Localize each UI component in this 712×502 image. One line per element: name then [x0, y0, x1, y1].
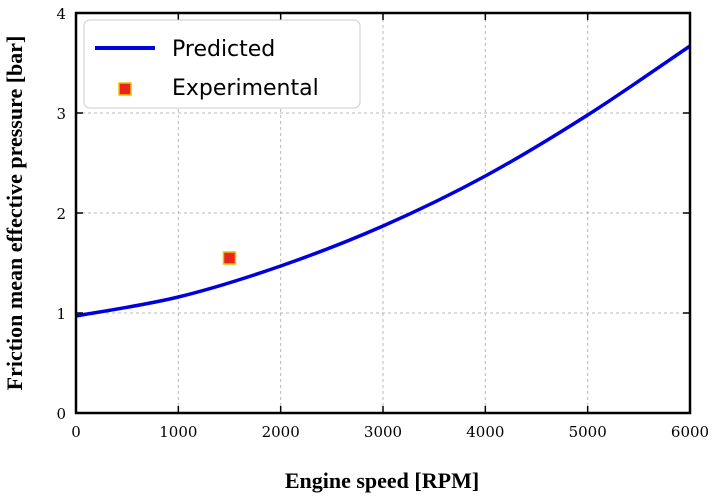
x-tick-label: 4000: [466, 423, 504, 441]
legend-box: [83, 19, 361, 109]
data-point-experimental: [222, 251, 237, 265]
axis-ticks: 0 1000 2000 3000 4000 5000 6000 0 1 2 3 4: [56, 5, 709, 441]
legend-predicted-label: Predicted: [172, 37, 275, 62]
x-tick-label: 3000: [364, 423, 402, 441]
y-tick-label: 4: [56, 5, 66, 23]
legend-experimental-label: Experimental: [172, 76, 319, 101]
series-layer: [75, 44, 691, 318]
y-tick-label: 2: [56, 205, 66, 223]
series-predicted-line: [75, 44, 691, 318]
y-tick-label: 1: [56, 305, 66, 323]
y-axis-title: Friction mean effective pressure [bar]: [2, 36, 27, 391]
legend-experimental-swatch: [118, 82, 132, 96]
x-tick-label: 2000: [262, 423, 300, 441]
y-tick-label: 0: [56, 405, 66, 423]
y-tick-label: 3: [56, 105, 66, 123]
x-tick-label: 0: [71, 423, 81, 441]
x-tick-label: 5000: [569, 423, 607, 441]
x-tick-label: 6000: [671, 423, 709, 441]
legend: Predicted Experimental: [83, 19, 361, 109]
x-tick-label: 1000: [159, 423, 197, 441]
x-axis-title: Engine speed [RPM]: [285, 468, 479, 493]
